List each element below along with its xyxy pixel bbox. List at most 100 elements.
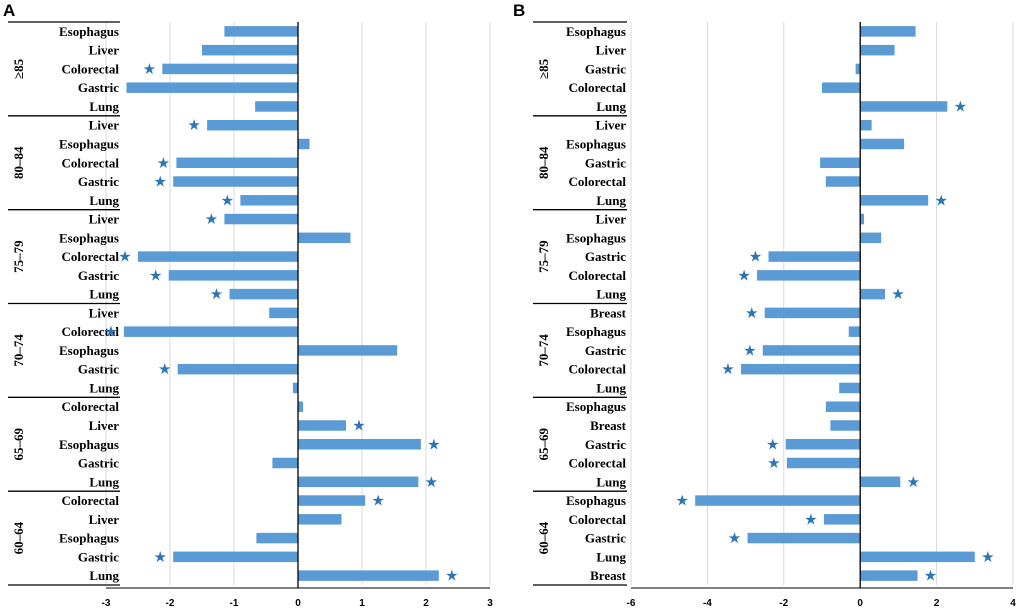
category-label: Liver xyxy=(596,212,627,227)
bar xyxy=(825,401,861,412)
bar xyxy=(207,119,298,131)
bar xyxy=(860,101,948,112)
category-label: Lung xyxy=(596,549,626,564)
bar xyxy=(860,232,882,244)
bar xyxy=(123,326,298,337)
x-tick-label: 0 xyxy=(857,598,863,609)
bar xyxy=(298,476,419,488)
bar xyxy=(860,44,895,56)
significance-star: ★ xyxy=(737,266,750,284)
category-label: Lung xyxy=(596,380,626,395)
significance-star: ★ xyxy=(118,248,131,266)
bar xyxy=(256,532,298,544)
category-label: Lung xyxy=(596,287,626,302)
category-label: Lung xyxy=(596,99,626,114)
significance-star: ★ xyxy=(445,567,458,585)
x-tick-label: -1 xyxy=(230,598,239,609)
category-label: Gastric xyxy=(585,437,626,452)
significance-star: ★ xyxy=(675,492,688,510)
bar xyxy=(298,345,398,356)
category-label: Gastric xyxy=(78,174,119,189)
significance-star: ★ xyxy=(205,210,218,228)
significance-star: ★ xyxy=(221,191,234,209)
category-label: Lung xyxy=(596,474,626,489)
age-group-label: 80–84 xyxy=(11,146,26,179)
x-tick-label: 2 xyxy=(934,598,940,609)
category-label: Liver xyxy=(89,43,120,58)
category-label: Liver xyxy=(89,118,120,133)
bar xyxy=(224,26,298,37)
category-label: Colorectal xyxy=(568,362,626,377)
bar xyxy=(860,476,901,488)
x-tick-label: 2 xyxy=(423,598,429,609)
significance-star: ★ xyxy=(981,548,994,566)
x-tick-label: -6 xyxy=(627,598,636,609)
category-label: Lung xyxy=(89,380,119,395)
category-label: Esophagus xyxy=(59,230,119,245)
category-label: Lung xyxy=(89,474,119,489)
category-label: Lung xyxy=(596,193,626,208)
bar xyxy=(173,551,298,563)
bar xyxy=(255,101,298,112)
significance-star: ★ xyxy=(425,473,438,491)
bar xyxy=(298,138,310,150)
bar xyxy=(224,213,298,225)
x-tick-label: -2 xyxy=(779,598,788,609)
significance-star: ★ xyxy=(907,473,920,491)
category-label: Colorectal xyxy=(61,249,119,264)
significance-star: ★ xyxy=(934,191,947,209)
bar xyxy=(860,195,929,206)
category-label: Gastric xyxy=(78,268,119,283)
category-label: Esophagus xyxy=(566,324,626,339)
age-group-label: 65–69 xyxy=(536,428,551,461)
category-label: Lung xyxy=(89,287,119,302)
category-label: Gastric xyxy=(78,456,119,471)
significance-star: ★ xyxy=(721,360,734,378)
category-label: Liver xyxy=(89,418,120,433)
category-label: Esophagus xyxy=(566,230,626,245)
panel-b-letter: B xyxy=(513,1,525,20)
bar xyxy=(823,514,861,525)
bar xyxy=(177,363,298,375)
significance-star: ★ xyxy=(891,285,904,303)
bar xyxy=(126,82,298,93)
significance-star: ★ xyxy=(153,548,166,566)
bar xyxy=(860,570,918,581)
age-group-label: 60–64 xyxy=(536,521,551,554)
x-tick-label: -3 xyxy=(102,598,111,609)
panel-b-chart: -6 -4 -2 0 2 4 ≥85 Esophagus Liver Gastric Colorec… xyxy=(533,21,1016,609)
significance-star: ★ xyxy=(745,304,758,322)
category-label: Liver xyxy=(89,305,120,320)
category-label: Lung xyxy=(89,193,119,208)
bar xyxy=(839,382,861,394)
category-label: Gastric xyxy=(585,531,626,546)
bar xyxy=(768,251,861,262)
category-label: Breast xyxy=(590,305,627,320)
bar xyxy=(747,532,861,544)
bar xyxy=(168,270,298,281)
bar xyxy=(202,44,298,56)
significance-star: ★ xyxy=(728,529,741,547)
bar xyxy=(162,63,298,75)
category-label: Esophagus xyxy=(59,24,119,39)
age-group-label: 75–79 xyxy=(11,240,26,273)
bar xyxy=(860,213,865,225)
category-label: Esophagus xyxy=(59,437,119,452)
bar xyxy=(785,439,861,450)
bar xyxy=(848,326,861,337)
significance-star: ★ xyxy=(187,116,200,134)
category-label: Gastric xyxy=(78,549,119,564)
category-label: Breast xyxy=(590,568,627,583)
category-label: Esophagus xyxy=(566,136,626,151)
significance-star: ★ xyxy=(804,510,817,528)
category-label: Colorectal xyxy=(61,155,119,170)
category-label: Colorectal xyxy=(61,493,119,508)
bar xyxy=(764,307,861,319)
category-label: Gastric xyxy=(585,249,626,264)
significance-star: ★ xyxy=(427,435,440,453)
bar xyxy=(825,176,861,187)
bar xyxy=(229,288,298,300)
category-label: Lung xyxy=(89,99,119,114)
